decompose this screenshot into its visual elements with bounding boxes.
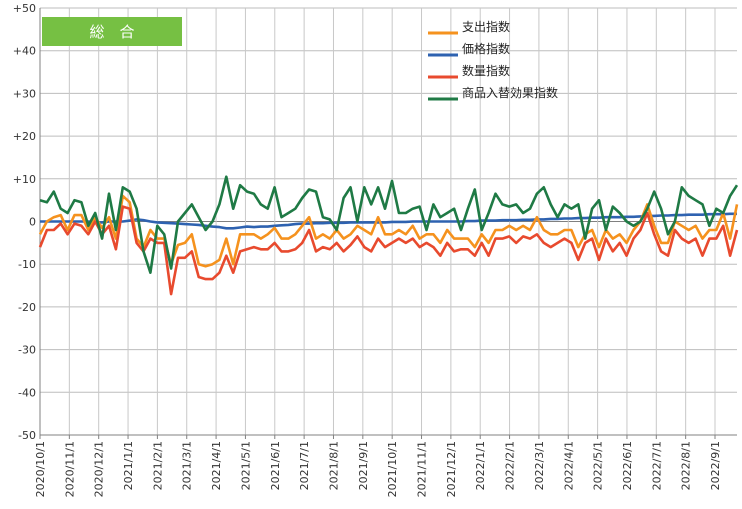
series-line-4: [39, 175, 739, 275]
category-badge: 総 合: [42, 17, 182, 46]
x-tick-label: 2020/12/1: [93, 441, 106, 497]
x-tick-label: 2021/9/1: [357, 441, 370, 490]
x-tick-label: 2022/8/1: [680, 441, 693, 490]
legend-label: 商品入替効果指数: [462, 85, 558, 100]
y-tick-label: +30: [13, 87, 36, 100]
y-tick-label: -50: [18, 429, 36, 442]
legend-label: 数量指数: [462, 63, 510, 78]
x-tick-label: 2022/3/1: [533, 441, 546, 490]
x-tick-label: 2020/11/1: [63, 441, 76, 497]
y-tick-label: +20: [13, 130, 36, 143]
y-tick-label: -40: [18, 386, 36, 399]
x-tick-label: 2022/7/1: [650, 441, 663, 490]
y-tick-label: -10: [18, 258, 36, 271]
x-tick-label: 2021/1/1: [122, 441, 135, 490]
y-tick-label: 0: [29, 216, 36, 229]
series-lines: [38, 175, 739, 296]
x-tick-label: 2022/1/1: [474, 441, 487, 490]
x-tick-label: 2021/6/1: [269, 441, 282, 490]
x-tick-label: 2021/8/1: [327, 441, 340, 490]
category-badge-box: [42, 17, 182, 46]
x-tick-label: 2022/4/1: [562, 441, 575, 490]
x-tick-label: 2021/2/1: [151, 441, 164, 490]
axes: +50 +40 +30 +20 +10 0 -10 -20 -30 -40 -502020/10/1…: [13, 2, 737, 497]
x-tick-label: 2021/12/1: [445, 441, 458, 497]
y-tick-label: +40: [13, 45, 36, 58]
x-tick-label: 2022/5/1: [592, 441, 605, 490]
legend-label: 価格指数: [462, 41, 510, 56]
legend-label: 支出指数: [462, 19, 510, 34]
x-tick-label: 2022/9/1: [709, 441, 722, 490]
x-tick-label: 2021/5/1: [239, 441, 252, 490]
y-tick-label: +10: [13, 173, 36, 186]
x-tick-label: 2021/10/1: [386, 441, 399, 497]
x-tick-label: 2021/11/1: [416, 441, 429, 497]
x-tick-label: 2021/3/1: [181, 441, 194, 490]
x-tick-label: 2020/10/1: [34, 441, 47, 497]
category-badge-label: 総 合: [89, 23, 134, 41]
x-tick-label: 2022/6/1: [621, 441, 634, 490]
x-tick-label: 2021/4/1: [210, 441, 223, 490]
y-tick-label: -30: [18, 344, 36, 357]
x-tick-label: 2021/7/1: [298, 441, 311, 490]
series-line-2: [40, 212, 737, 230]
x-tick-label: 2022/2/1: [504, 441, 517, 490]
y-tick-label: +50: [13, 2, 36, 15]
y-tick-label: -20: [18, 301, 36, 314]
